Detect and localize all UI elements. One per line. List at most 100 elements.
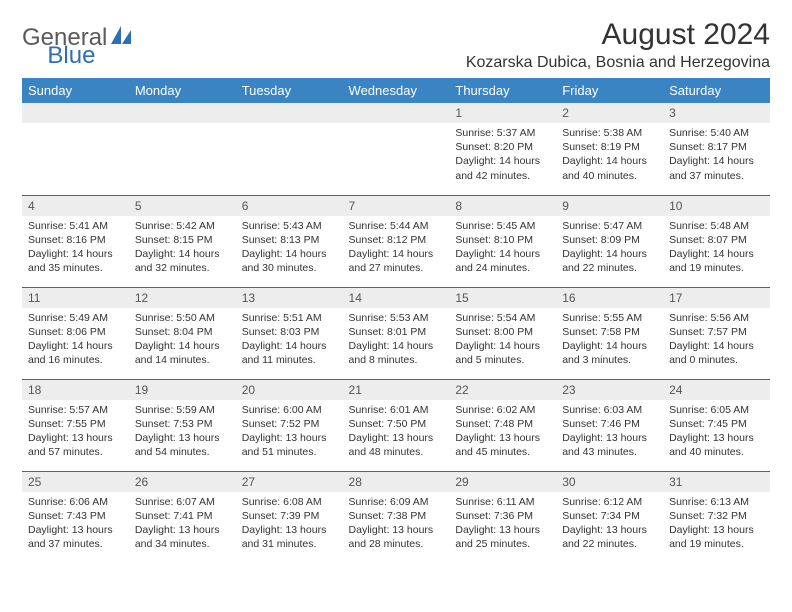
day-details: Sunrise: 5:59 AMSunset: 7:53 PMDaylight:… — [129, 400, 236, 466]
day-number: 18 — [22, 380, 129, 400]
calendar-day-cell: 22Sunrise: 6:02 AMSunset: 7:48 PMDayligh… — [449, 379, 556, 471]
calendar-day-cell: 25Sunrise: 6:06 AMSunset: 7:43 PMDayligh… — [22, 471, 129, 563]
day-number: 22 — [449, 380, 556, 400]
day-number: 21 — [343, 380, 450, 400]
calendar-week-row: 11Sunrise: 5:49 AMSunset: 8:06 PMDayligh… — [22, 287, 770, 379]
calendar-header-row: SundayMondayTuesdayWednesdayThursdayFrid… — [22, 78, 770, 103]
day-number: 19 — [129, 380, 236, 400]
calendar-day-cell: 23Sunrise: 6:03 AMSunset: 7:46 PMDayligh… — [556, 379, 663, 471]
day-number: 3 — [663, 103, 770, 123]
day-number-empty — [236, 103, 343, 123]
calendar-day-cell: 1Sunrise: 5:37 AMSunset: 8:20 PMDaylight… — [449, 103, 556, 195]
day-details: Sunrise: 5:53 AMSunset: 8:01 PMDaylight:… — [343, 308, 450, 374]
day-number: 28 — [343, 472, 450, 492]
day-number: 14 — [343, 288, 450, 308]
calendar-week-row: 18Sunrise: 5:57 AMSunset: 7:55 PMDayligh… — [22, 379, 770, 471]
header: General Blue August 2024 Kozarska Dubica… — [22, 18, 770, 72]
day-details: Sunrise: 5:37 AMSunset: 8:20 PMDaylight:… — [449, 123, 556, 189]
day-header: Wednesday — [343, 78, 450, 103]
day-details: Sunrise: 5:54 AMSunset: 8:00 PMDaylight:… — [449, 308, 556, 374]
calendar-day-cell: 7Sunrise: 5:44 AMSunset: 8:12 PMDaylight… — [343, 195, 450, 287]
day-number: 12 — [129, 288, 236, 308]
calendar-day-cell: 19Sunrise: 5:59 AMSunset: 7:53 PMDayligh… — [129, 379, 236, 471]
calendar-day-cell: 14Sunrise: 5:53 AMSunset: 8:01 PMDayligh… — [343, 287, 450, 379]
calendar-day-cell: 4Sunrise: 5:41 AMSunset: 8:16 PMDaylight… — [22, 195, 129, 287]
day-number: 4 — [22, 196, 129, 216]
day-number: 2 — [556, 103, 663, 123]
day-header: Tuesday — [236, 78, 343, 103]
day-details: Sunrise: 6:12 AMSunset: 7:34 PMDaylight:… — [556, 492, 663, 558]
day-number: 6 — [236, 196, 343, 216]
calendar-day-cell: 15Sunrise: 5:54 AMSunset: 8:00 PMDayligh… — [449, 287, 556, 379]
day-number-empty — [343, 103, 450, 123]
day-details: Sunrise: 6:03 AMSunset: 7:46 PMDaylight:… — [556, 400, 663, 466]
calendar-day-cell: 28Sunrise: 6:09 AMSunset: 7:38 PMDayligh… — [343, 471, 450, 563]
calendar-day-cell: 3Sunrise: 5:40 AMSunset: 8:17 PMDaylight… — [663, 103, 770, 195]
day-number: 11 — [22, 288, 129, 308]
day-number: 20 — [236, 380, 343, 400]
day-details: Sunrise: 6:01 AMSunset: 7:50 PMDaylight:… — [343, 400, 450, 466]
calendar-day-cell: 16Sunrise: 5:55 AMSunset: 7:58 PMDayligh… — [556, 287, 663, 379]
day-details: Sunrise: 5:56 AMSunset: 7:57 PMDaylight:… — [663, 308, 770, 374]
calendar-day-cell: 18Sunrise: 5:57 AMSunset: 7:55 PMDayligh… — [22, 379, 129, 471]
day-number: 8 — [449, 196, 556, 216]
day-number-empty — [129, 103, 236, 123]
day-number: 5 — [129, 196, 236, 216]
calendar-day-cell: 20Sunrise: 6:00 AMSunset: 7:52 PMDayligh… — [236, 379, 343, 471]
day-number: 31 — [663, 472, 770, 492]
day-number: 23 — [556, 380, 663, 400]
month-title: August 2024 — [466, 18, 770, 52]
calendar-day-cell — [129, 103, 236, 195]
day-number: 15 — [449, 288, 556, 308]
day-details: Sunrise: 6:06 AMSunset: 7:43 PMDaylight:… — [22, 492, 129, 558]
day-details: Sunrise: 5:41 AMSunset: 8:16 PMDaylight:… — [22, 216, 129, 282]
day-details: Sunrise: 5:42 AMSunset: 8:15 PMDaylight:… — [129, 216, 236, 282]
day-details: Sunrise: 6:08 AMSunset: 7:39 PMDaylight:… — [236, 492, 343, 558]
day-number: 27 — [236, 472, 343, 492]
day-details: Sunrise: 6:05 AMSunset: 7:45 PMDaylight:… — [663, 400, 770, 466]
calendar-day-cell: 12Sunrise: 5:50 AMSunset: 8:04 PMDayligh… — [129, 287, 236, 379]
day-number: 1 — [449, 103, 556, 123]
title-block: August 2024 Kozarska Dubica, Bosnia and … — [466, 18, 770, 72]
calendar-body: 1Sunrise: 5:37 AMSunset: 8:20 PMDaylight… — [22, 103, 770, 563]
day-details: Sunrise: 5:55 AMSunset: 7:58 PMDaylight:… — [556, 308, 663, 374]
day-details: Sunrise: 5:45 AMSunset: 8:10 PMDaylight:… — [449, 216, 556, 282]
day-number: 17 — [663, 288, 770, 308]
calendar-day-cell: 10Sunrise: 5:48 AMSunset: 8:07 PMDayligh… — [663, 195, 770, 287]
day-number: 13 — [236, 288, 343, 308]
day-number: 7 — [343, 196, 450, 216]
calendar-week-row: 4Sunrise: 5:41 AMSunset: 8:16 PMDaylight… — [22, 195, 770, 287]
calendar-day-cell — [236, 103, 343, 195]
day-number: 9 — [556, 196, 663, 216]
calendar-day-cell: 17Sunrise: 5:56 AMSunset: 7:57 PMDayligh… — [663, 287, 770, 379]
calendar-day-cell: 5Sunrise: 5:42 AMSunset: 8:15 PMDaylight… — [129, 195, 236, 287]
day-header: Friday — [556, 78, 663, 103]
day-number: 30 — [556, 472, 663, 492]
calendar-day-cell: 6Sunrise: 5:43 AMSunset: 8:13 PMDaylight… — [236, 195, 343, 287]
calendar-day-cell: 2Sunrise: 5:38 AMSunset: 8:19 PMDaylight… — [556, 103, 663, 195]
day-details: Sunrise: 5:47 AMSunset: 8:09 PMDaylight:… — [556, 216, 663, 282]
calendar-day-cell: 30Sunrise: 6:12 AMSunset: 7:34 PMDayligh… — [556, 471, 663, 563]
day-details: Sunrise: 5:40 AMSunset: 8:17 PMDaylight:… — [663, 123, 770, 189]
day-header: Monday — [129, 78, 236, 103]
day-details: Sunrise: 6:09 AMSunset: 7:38 PMDaylight:… — [343, 492, 450, 558]
calendar-day-cell: 8Sunrise: 5:45 AMSunset: 8:10 PMDaylight… — [449, 195, 556, 287]
calendar-day-cell: 26Sunrise: 6:07 AMSunset: 7:41 PMDayligh… — [129, 471, 236, 563]
calendar-day-cell: 24Sunrise: 6:05 AMSunset: 7:45 PMDayligh… — [663, 379, 770, 471]
day-number: 10 — [663, 196, 770, 216]
calendar-day-cell — [343, 103, 450, 195]
day-details: Sunrise: 6:11 AMSunset: 7:36 PMDaylight:… — [449, 492, 556, 558]
calendar-day-cell: 21Sunrise: 6:01 AMSunset: 7:50 PMDayligh… — [343, 379, 450, 471]
day-details: Sunrise: 5:43 AMSunset: 8:13 PMDaylight:… — [236, 216, 343, 282]
calendar-day-cell: 13Sunrise: 5:51 AMSunset: 8:03 PMDayligh… — [236, 287, 343, 379]
day-details: Sunrise: 6:13 AMSunset: 7:32 PMDaylight:… — [663, 492, 770, 558]
day-details: Sunrise: 5:38 AMSunset: 8:19 PMDaylight:… — [556, 123, 663, 189]
day-header: Thursday — [449, 78, 556, 103]
day-number: 25 — [22, 472, 129, 492]
day-number: 29 — [449, 472, 556, 492]
day-header: Sunday — [22, 78, 129, 103]
day-number-empty — [22, 103, 129, 123]
logo: General Blue — [22, 24, 181, 52]
calendar-table: SundayMondayTuesdayWednesdayThursdayFrid… — [22, 78, 770, 563]
day-details: Sunrise: 5:49 AMSunset: 8:06 PMDaylight:… — [22, 308, 129, 374]
